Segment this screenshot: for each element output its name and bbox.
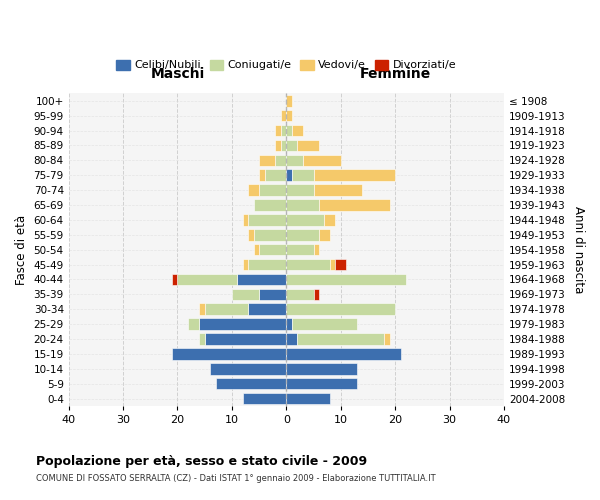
Bar xyxy=(259,170,265,181)
Bar xyxy=(286,318,292,330)
Bar xyxy=(286,288,314,300)
Y-axis label: Fasce di età: Fasce di età xyxy=(15,214,28,284)
Bar xyxy=(314,170,395,181)
Bar xyxy=(259,288,286,300)
Bar xyxy=(292,125,302,136)
Legend: Celibi/Nubili, Coniugati/e, Vedovi/e, Divorziati/e: Celibi/Nubili, Coniugati/e, Vedovi/e, Di… xyxy=(112,55,461,75)
Bar xyxy=(259,244,286,256)
Bar xyxy=(188,318,199,330)
Bar xyxy=(281,125,286,136)
Text: Maschi: Maschi xyxy=(151,68,205,82)
Bar xyxy=(319,199,389,211)
Bar xyxy=(286,184,314,196)
Bar xyxy=(238,274,286,285)
Bar xyxy=(286,95,292,106)
Bar xyxy=(215,378,286,390)
Bar xyxy=(248,229,254,240)
Bar xyxy=(302,154,341,166)
Bar xyxy=(254,244,259,256)
Text: Popolazione per età, sesso e stato civile - 2009: Popolazione per età, sesso e stato civil… xyxy=(36,455,367,468)
Bar xyxy=(275,154,286,166)
Bar xyxy=(259,184,286,196)
Bar xyxy=(292,170,314,181)
Bar xyxy=(297,333,384,345)
Bar xyxy=(243,392,286,404)
Bar xyxy=(330,258,335,270)
Bar xyxy=(281,110,286,122)
Bar xyxy=(199,318,286,330)
Bar xyxy=(286,154,302,166)
Bar xyxy=(248,304,286,315)
Bar xyxy=(172,274,178,285)
Text: Femmine: Femmine xyxy=(359,68,431,82)
Bar xyxy=(286,140,297,151)
Bar xyxy=(286,392,330,404)
Bar xyxy=(275,125,281,136)
Bar xyxy=(286,363,357,374)
Bar xyxy=(314,288,319,300)
Bar xyxy=(254,199,286,211)
Bar xyxy=(172,348,286,360)
Bar xyxy=(335,258,346,270)
Bar xyxy=(265,170,286,181)
Bar xyxy=(232,288,259,300)
Bar xyxy=(286,348,401,360)
Bar xyxy=(314,184,362,196)
Bar xyxy=(286,274,406,285)
Bar xyxy=(319,229,330,240)
Bar xyxy=(286,378,357,390)
Bar xyxy=(205,333,286,345)
Bar xyxy=(259,154,275,166)
Bar xyxy=(248,258,286,270)
Bar xyxy=(248,184,259,196)
Bar xyxy=(286,244,314,256)
Bar xyxy=(292,318,357,330)
Text: COMUNE DI FOSSATO SERRALTA (CZ) - Dati ISTAT 1° gennaio 2009 - Elaborazione TUTT: COMUNE DI FOSSATO SERRALTA (CZ) - Dati I… xyxy=(36,474,436,483)
Bar xyxy=(286,125,292,136)
Bar xyxy=(325,214,335,226)
Bar xyxy=(199,304,205,315)
Bar xyxy=(281,140,286,151)
Bar xyxy=(286,110,292,122)
Bar xyxy=(248,214,286,226)
Bar xyxy=(286,258,330,270)
Bar xyxy=(178,274,238,285)
Bar xyxy=(254,229,286,240)
Bar xyxy=(286,170,292,181)
Bar xyxy=(297,140,319,151)
Bar xyxy=(243,258,248,270)
Bar xyxy=(199,333,205,345)
Bar xyxy=(286,304,395,315)
Bar xyxy=(286,199,319,211)
Bar xyxy=(205,304,248,315)
Bar xyxy=(210,363,286,374)
Bar xyxy=(314,244,319,256)
Bar xyxy=(286,333,297,345)
Y-axis label: Anni di nascita: Anni di nascita xyxy=(572,206,585,294)
Bar xyxy=(243,214,248,226)
Bar xyxy=(384,333,389,345)
Bar xyxy=(286,229,319,240)
Bar xyxy=(286,214,325,226)
Bar xyxy=(275,140,281,151)
